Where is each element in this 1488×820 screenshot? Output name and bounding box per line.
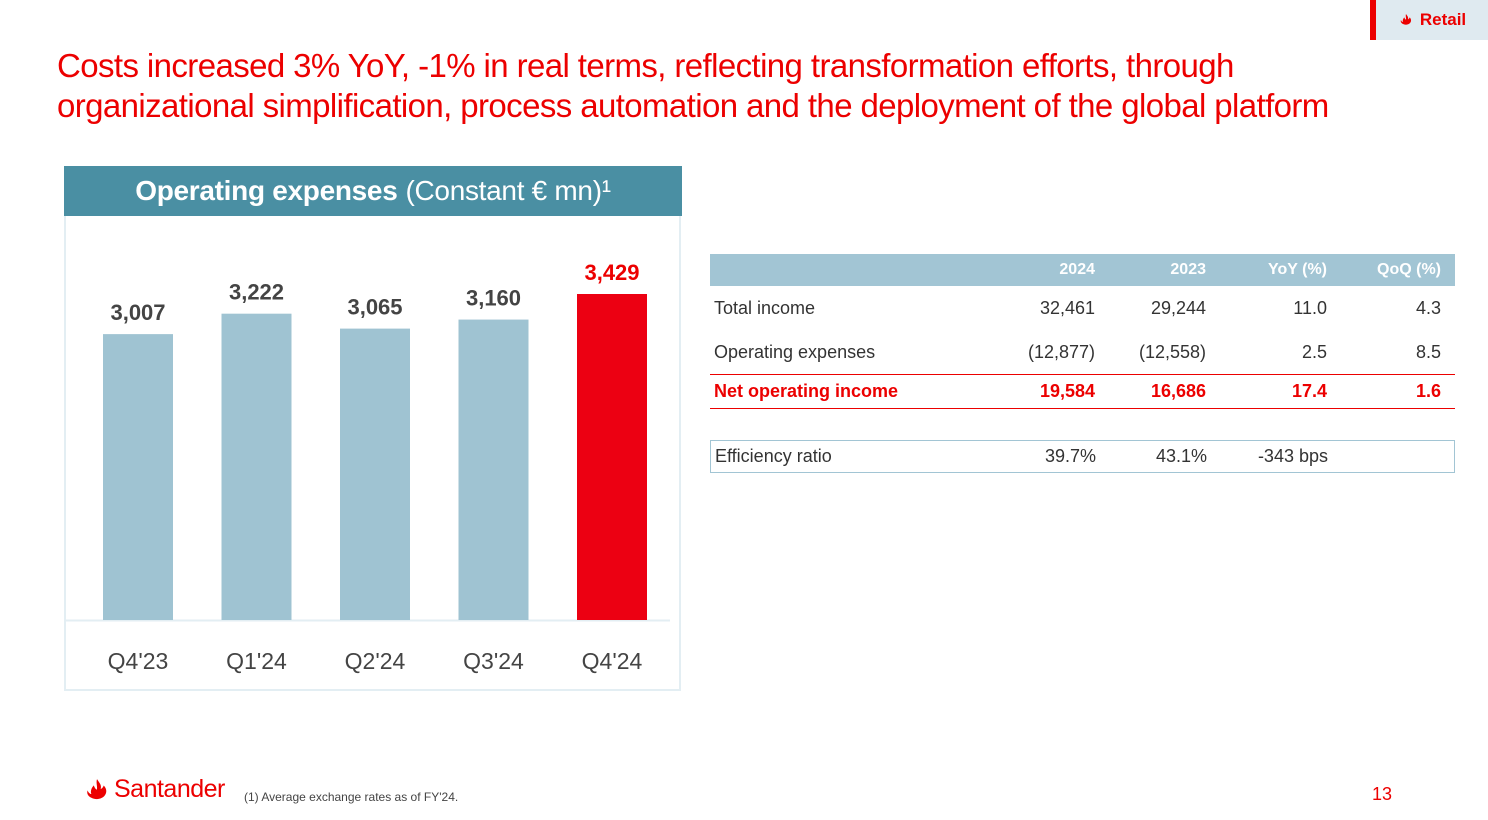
x-tick-label: Q2'24 (345, 648, 406, 674)
bar-Q4'24 (577, 294, 647, 620)
table-cell: (12,558) (1138, 341, 1206, 362)
data-label: 3,160 (466, 286, 521, 311)
section-tag-label: Retail (1419, 10, 1467, 29)
table-cell: 17.4 (1291, 381, 1327, 401)
table-row-highlight: Net operating income 19,584 16,686 17.4 … (710, 375, 1455, 409)
chart-title-unit: (Constant € mn)¹ (405, 175, 611, 206)
table-row: Total income 32,461 29,244 11.0 4.3 (710, 286, 1455, 330)
bar-Q3'24 (458, 319, 529, 620)
table-cell: 29,244 (1150, 297, 1206, 318)
financial-table: 2024 2023 YoY (%) QoQ (%) Total income 3… (710, 254, 1455, 473)
section-tag: Retail (1370, 0, 1488, 40)
table-header-cell: QoQ (%) (1377, 261, 1441, 278)
bar-Q2'24 (340, 328, 410, 620)
table-cell: 43.1% (1155, 446, 1207, 466)
bar-Q1'24 (221, 313, 292, 620)
table-row: Operating expenses (12,877) (12,558) 2.5… (710, 330, 1455, 375)
table-header-cell: 2023 (1170, 261, 1206, 278)
bar-Q4'23 (103, 334, 173, 620)
data-label: 3,429 (584, 260, 639, 285)
operating-expenses-chart: 3,007 Q4'23 3,222 Q1'24 3,065 Q2'24 3,160 Q3'24… (64, 260, 670, 674)
chart-title-bold: Operating expenses (135, 175, 398, 206)
table-header-row: 2024 2023 YoY (%) QoQ (%) (710, 254, 1455, 286)
santander-logo: Santander (84, 775, 225, 804)
logo-text: Santander (114, 775, 225, 803)
page-title: Costs increased 3% YoY, -1% in real term… (57, 46, 1467, 126)
row-label: Operating expenses (714, 341, 876, 362)
row-label: Total income (714, 297, 816, 318)
page-number: 13 (1372, 784, 1393, 804)
table-cell: -343 bps (1257, 446, 1328, 466)
table-header-cell: YoY (%) (1268, 261, 1327, 278)
table-cell: 11.0 (1293, 297, 1327, 318)
row-label: Net operating income (714, 381, 899, 401)
table-cell: 19,584 (1039, 381, 1095, 401)
data-label: 3,007 (110, 300, 165, 325)
x-tick-label: Q3'24 (463, 648, 524, 674)
table-cell: 2.5 (1301, 341, 1327, 362)
efficiency-row: Efficiency ratio 39.7% 43.1% -343 bps (710, 440, 1455, 473)
x-tick-label: Q1'24 (226, 648, 287, 674)
page-title-line1: Costs increased 3% YoY, -1% in real term… (57, 47, 1234, 84)
x-tick-label: Q4'23 (108, 648, 169, 674)
table-cell: 39.7% (1044, 446, 1096, 466)
santander-flame-icon (87, 778, 107, 799)
table-cell: 8.5 (1415, 341, 1441, 362)
page-title-line2: organizational simplification, process a… (57, 87, 1329, 124)
table-cell: 32,461 (1039, 297, 1095, 318)
table-cell: 4.3 (1415, 297, 1441, 318)
data-label: 3,065 (347, 295, 402, 320)
x-tick-label: Q4'24 (582, 648, 643, 674)
row-label: Efficiency ratio (715, 446, 832, 466)
data-label: 3,222 (229, 280, 284, 305)
table-cell: (12,877) (1027, 341, 1095, 362)
santander-flame-icon (1400, 14, 1411, 25)
chart-title: Operating expenses (Constant € mn)¹ (64, 166, 682, 216)
footnote: (1) Average exchange rates as of FY'24. (244, 790, 459, 804)
table-cell: 16,686 (1150, 381, 1206, 401)
table-header-cell: 2024 (1059, 261, 1095, 278)
table-cell: 1.6 (1415, 381, 1441, 401)
